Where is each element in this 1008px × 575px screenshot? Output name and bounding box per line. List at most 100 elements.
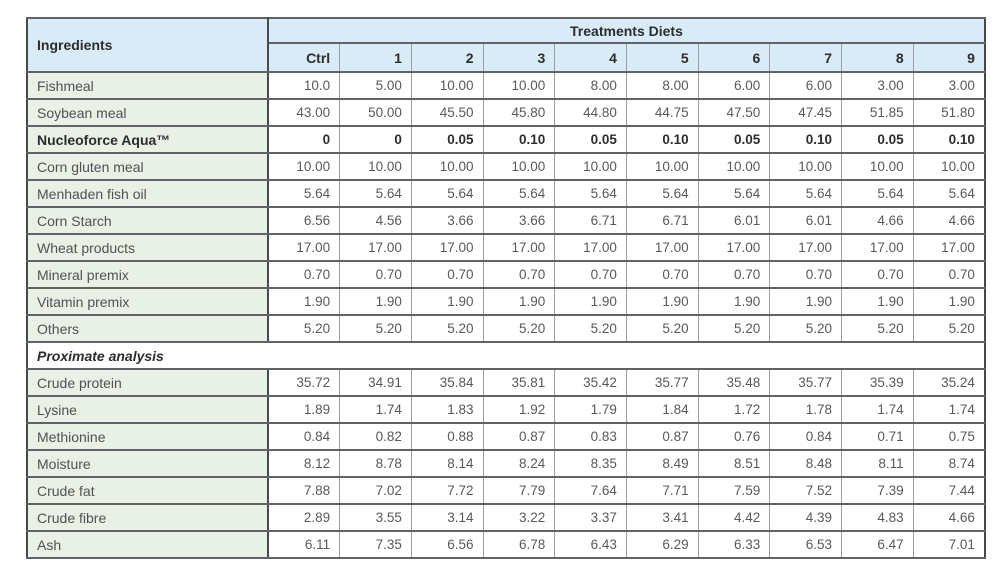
value-cell: 0.70 (769, 260, 842, 289)
table-row: Vitamin premix 1.90 1.90 1.90 1.90 1.90 1.90 1.… (26, 287, 986, 316)
value-cell: 5.64 (912, 179, 986, 208)
table-row: Corn gluten meal 10.00 10.00 10.00 10.00 10.0… (26, 152, 986, 181)
value-cell: 1.74 (339, 395, 412, 424)
value-cell: 5.00 (339, 71, 412, 100)
value-cell: 10.00 (410, 71, 484, 100)
column-header-2: 2 (410, 42, 484, 73)
value-cell: 17.00 (841, 233, 914, 262)
ingredient-cell: Crude protein (26, 368, 269, 397)
value-cell: 5.64 (841, 179, 914, 208)
value-cell: 1.90 (769, 287, 842, 316)
ingredient-cell: Corn Starch (26, 206, 269, 235)
value-cell: 10.00 (554, 152, 627, 181)
value-cell: 17.00 (410, 233, 484, 262)
value-cell: 1.79 (554, 395, 627, 424)
value-cell: 1.90 (339, 287, 412, 316)
value-cell: 5.20 (267, 314, 341, 343)
value-cell: 6.00 (697, 71, 771, 100)
value-cell: 35.81 (482, 368, 556, 397)
value-cell: 3.55 (339, 503, 412, 532)
value-cell: 0.87 (625, 422, 699, 451)
value-cell: 4.39 (769, 503, 842, 532)
value-cell: 0 (267, 125, 341, 154)
table-row: Fishmeal 10.0 5.00 10.00 10.00 8.00 8.00 6.00 6.… (26, 71, 986, 100)
value-cell: 10.00 (410, 152, 484, 181)
value-cell: 3.37 (554, 503, 627, 532)
value-cell: 1.74 (841, 395, 914, 424)
ingredient-cell: Ash (26, 530, 269, 559)
value-cell: 1.78 (769, 395, 842, 424)
value-cell: 6.33 (697, 530, 771, 559)
ingredient-cell: Crude fibre (26, 503, 269, 532)
value-cell: 35.48 (697, 368, 771, 397)
table-row: Moisture 8.12 8.78 8.14 8.24 8.35 8.49 8.51 8.48… (26, 449, 986, 478)
value-cell: 5.20 (769, 314, 842, 343)
ingredients-header: Ingredients (26, 17, 269, 73)
value-cell: 8.00 (625, 71, 699, 100)
column-header-row: Ctrl 1 2 3 4 5 6 7 8 9 (27, 42, 986, 73)
value-cell: 0.05 (841, 125, 914, 154)
value-cell: 1.90 (410, 287, 484, 316)
table-row: Corn Starch 6.56 4.56 3.66 3.66 6.71 6.71 6.01 6… (26, 206, 986, 235)
ingredient-cell: Moisture (26, 449, 269, 478)
value-cell: 1.92 (482, 395, 556, 424)
value-cell: 3.22 (482, 503, 556, 532)
value-cell: 43.00 (267, 98, 341, 127)
value-cell: 10.00 (482, 152, 556, 181)
value-cell: 4.42 (697, 503, 771, 532)
value-cell: 51.80 (912, 98, 986, 127)
value-cell: 2.89 (267, 503, 341, 532)
value-cell: 5.20 (410, 314, 484, 343)
table-body: Fishmeal 10.0 5.00 10.00 10.00 8.00 8.00 6.00 6.… (26, 71, 986, 559)
value-cell: 5.20 (625, 314, 699, 343)
value-cell: 17.00 (482, 233, 556, 262)
value-cell: 1.72 (697, 395, 771, 424)
value-cell: 0.84 (769, 422, 842, 451)
value-cell: 5.20 (912, 314, 986, 343)
value-cell: 17.00 (912, 233, 986, 262)
value-cell: 0.05 (697, 125, 771, 154)
value-cell: 34.91 (339, 368, 412, 397)
value-cell: 0.10 (769, 125, 842, 154)
value-cell: 5.64 (267, 179, 341, 208)
value-cell: 1.90 (482, 287, 556, 316)
table-row: Crude fibre 2.89 3.55 3.14 3.22 3.37 3.41 4.42 4… (26, 503, 986, 532)
treatments-diets-table: Ingredients Treatments Diets Ctrl 1 2 3 4 5 6 7… (26, 17, 986, 559)
value-cell: 17.00 (267, 233, 341, 262)
value-cell: 8.49 (625, 449, 699, 478)
value-cell: 0.05 (410, 125, 484, 154)
value-cell: 5.20 (841, 314, 914, 343)
value-cell: 0.76 (697, 422, 771, 451)
ingredient-cell: Methionine (26, 422, 269, 451)
table-row: Wheat products 17.00 17.00 17.00 17.00 17.00 1… (26, 233, 986, 262)
value-cell: 4.66 (912, 503, 986, 532)
column-header-7: 7 (769, 42, 842, 73)
value-cell: 6.01 (769, 206, 842, 235)
value-cell: 0.70 (697, 260, 771, 289)
value-cell: 0.70 (410, 260, 484, 289)
value-cell: 1.90 (841, 287, 914, 316)
value-cell: 1.90 (912, 287, 986, 316)
value-cell: 17.00 (339, 233, 412, 262)
value-cell: 6.47 (841, 530, 914, 559)
value-cell: 10.0 (267, 71, 341, 100)
value-cell: 8.48 (769, 449, 842, 478)
group-header-row: Ingredients Treatments Diets (26, 17, 986, 73)
value-cell: 35.77 (769, 368, 842, 397)
ingredient-cell: Lysine (26, 395, 269, 424)
value-cell: 10.00 (267, 152, 341, 181)
value-cell: 17.00 (769, 233, 842, 262)
value-cell: 5.64 (482, 179, 556, 208)
column-header-8: 8 (841, 42, 914, 73)
value-cell: 6.56 (267, 206, 341, 235)
value-cell: 3.66 (482, 206, 556, 235)
value-cell: 8.24 (482, 449, 556, 478)
table-row: Crude protein 35.72 34.91 35.84 35.81 35.42 35… (26, 368, 986, 397)
value-cell: 6.71 (625, 206, 699, 235)
value-cell: 0.70 (339, 260, 412, 289)
ingredient-cell: Corn gluten meal (26, 152, 269, 181)
value-cell: 7.35 (339, 530, 412, 559)
value-cell: 10.00 (625, 152, 699, 181)
table-row: Soybean meal 43.00 50.00 45.50 45.80 44.80 44.… (26, 98, 986, 127)
